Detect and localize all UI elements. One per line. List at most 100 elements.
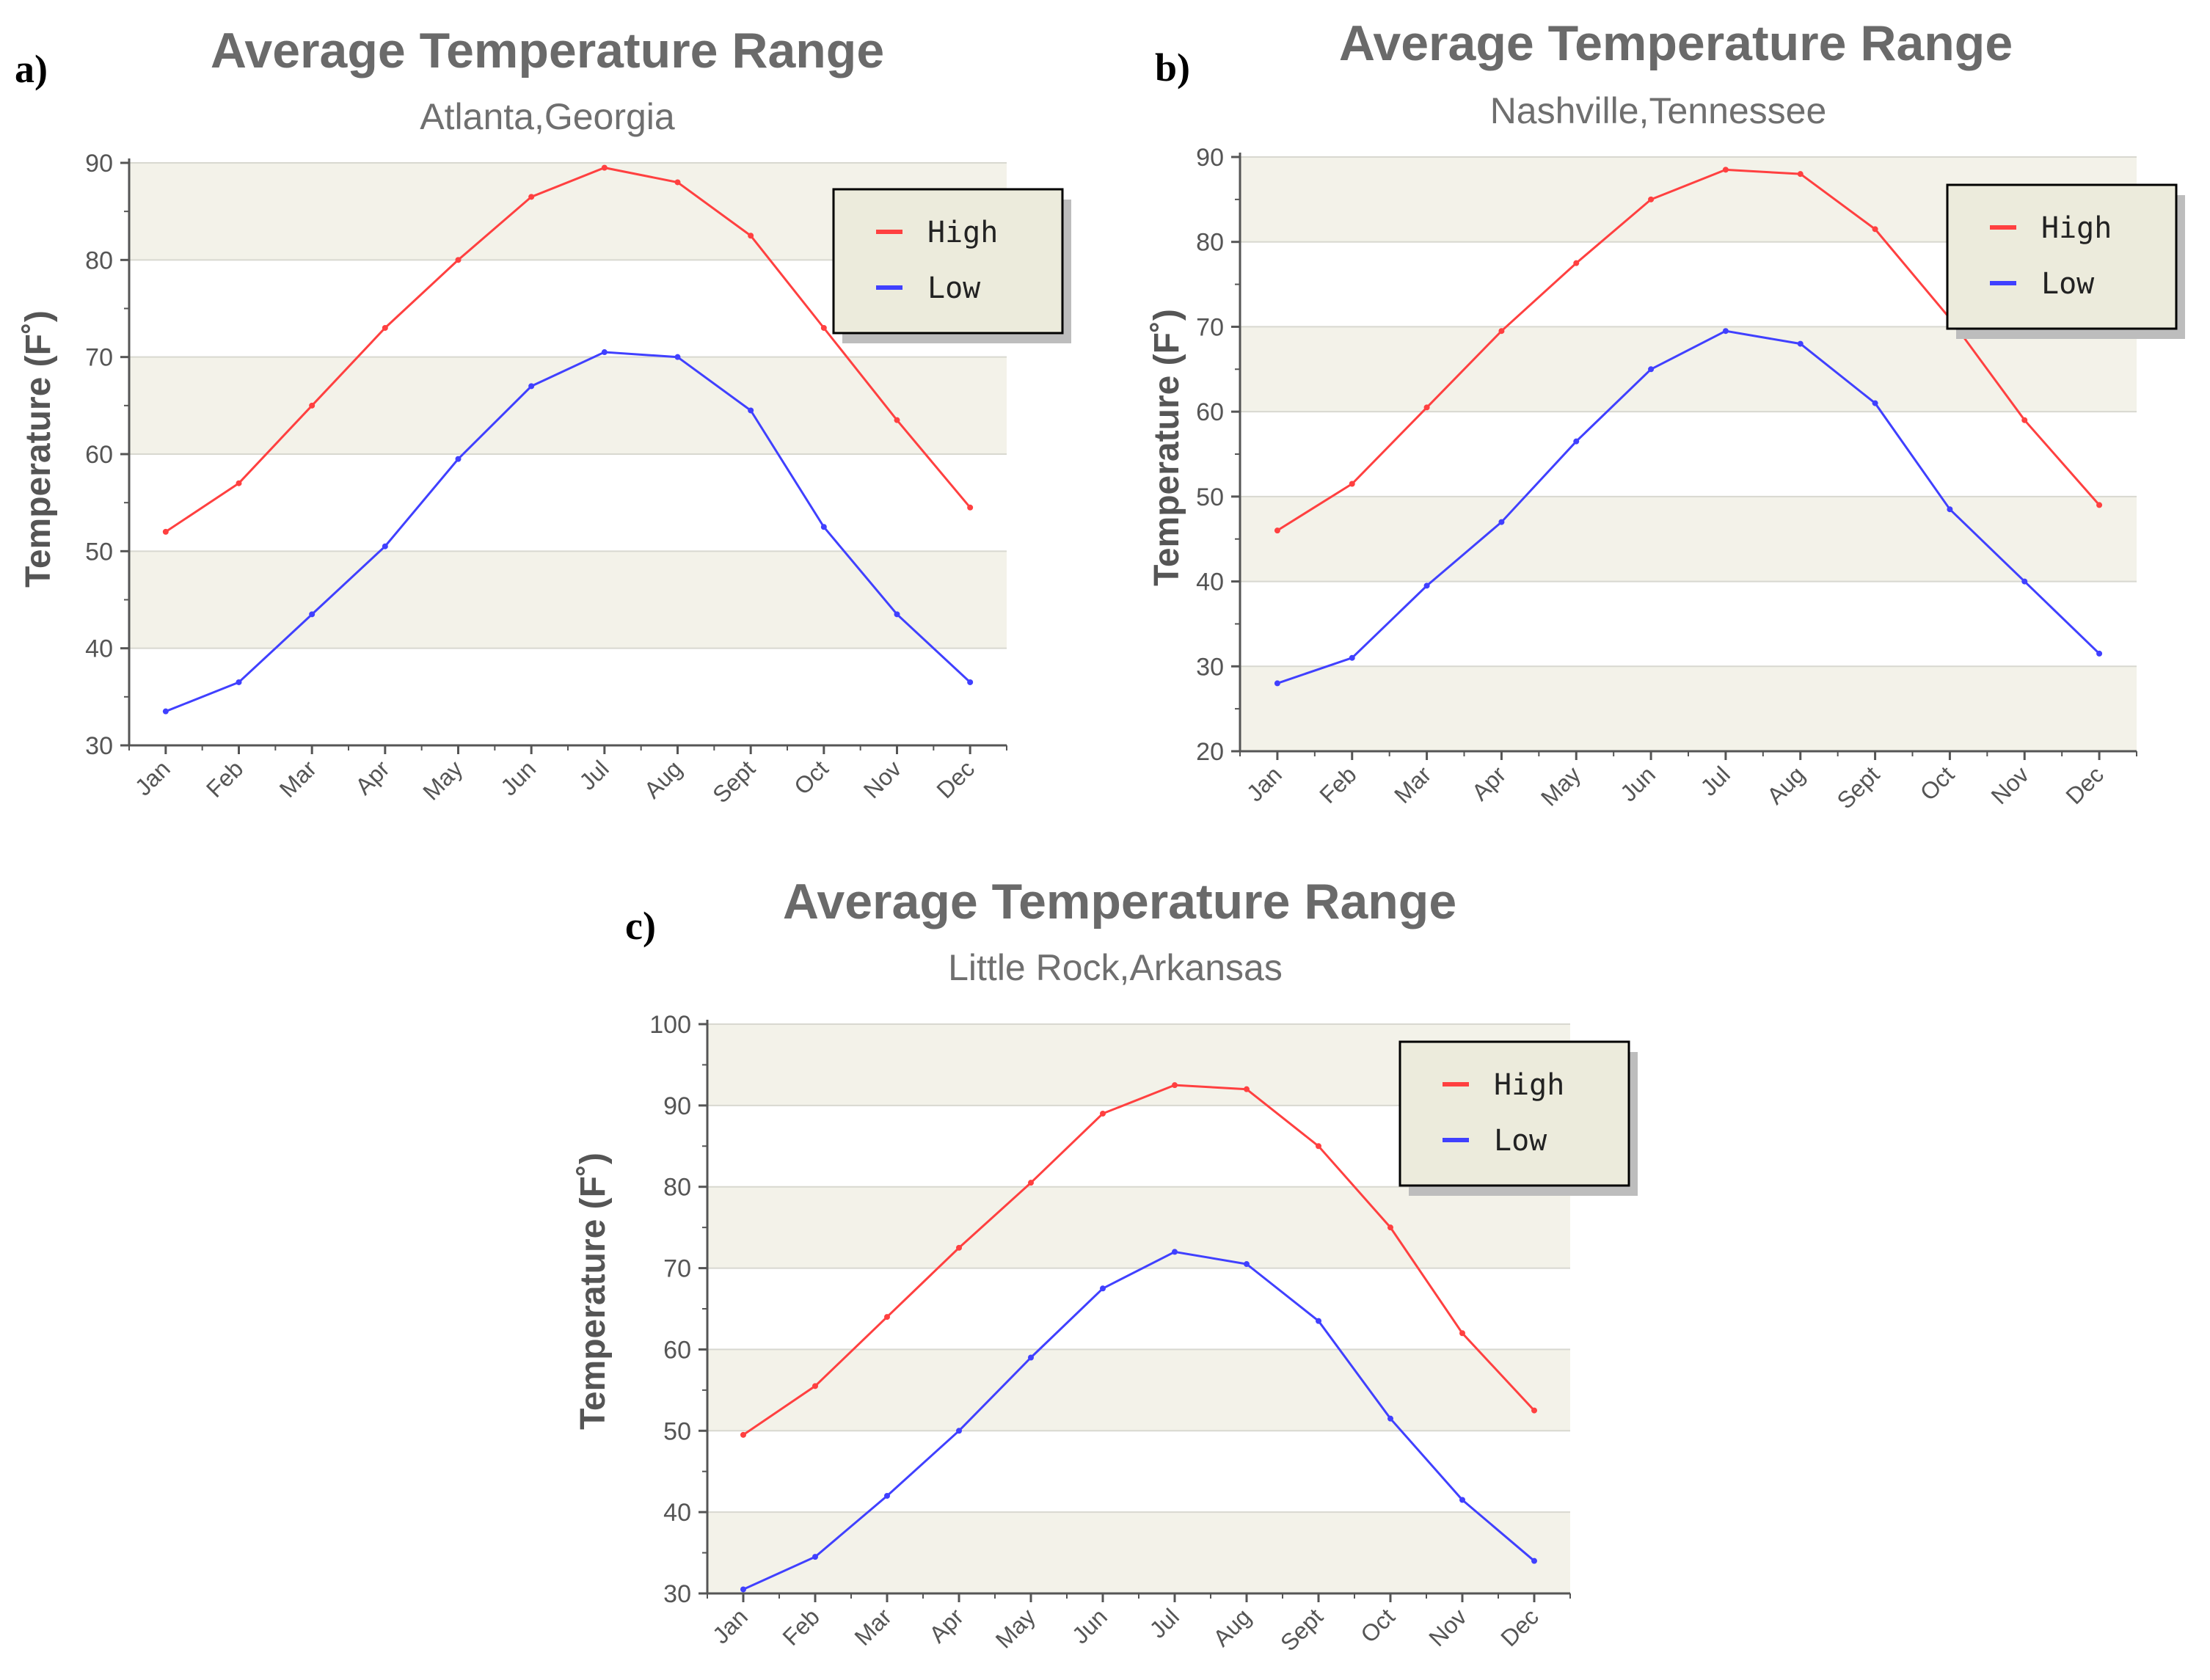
data-point-high [382, 324, 388, 331]
data-point-high [1100, 1110, 1106, 1117]
y-tick-label: 60 [663, 1336, 691, 1364]
grid-band [129, 357, 1007, 454]
x-tick-label: Jan [707, 1603, 753, 1648]
x-tick-label: Feb [201, 755, 248, 802]
data-point-low [1387, 1415, 1393, 1422]
data-point-high [528, 194, 535, 200]
data-point-high [884, 1314, 890, 1321]
data-point-high [162, 528, 169, 535]
y-tick-label: 80 [1196, 229, 1224, 257]
data-point-low [1459, 1497, 1465, 1503]
data-point-high [1349, 481, 1355, 487]
chart-nashville: b) Average Temperature Range Nashville,T… [1148, 15, 2185, 814]
x-tick-label: Apr [1467, 761, 1511, 806]
data-point-high [1498, 328, 1505, 335]
chart-title: Average Temperature Range [211, 23, 884, 78]
data-point-high [1648, 196, 1655, 202]
y-tick-label: 50 [663, 1417, 691, 1445]
data-point-high [1316, 1143, 1321, 1150]
data-point-low [1028, 1354, 1034, 1361]
x-tick-label: Jan [130, 755, 175, 800]
x-tick-label: May [991, 1603, 1040, 1653]
y-tick-label: 30 [663, 1580, 691, 1608]
x-tick-label: Oct [1355, 1603, 1400, 1648]
data-point-high [1531, 1407, 1537, 1414]
data-point-high [1573, 260, 1580, 266]
data-point-low [956, 1428, 962, 1434]
data-point-high [967, 504, 974, 511]
legend-low-label: Low [1494, 1124, 1547, 1158]
x-tick-label: Apr [350, 755, 395, 800]
grid-band [1240, 326, 2137, 412]
data-point-low [382, 543, 388, 549]
chart-subtitle: Little Rock,Arkansas [948, 947, 1283, 988]
x-tick-label: Dec [931, 755, 980, 803]
data-point-high [2021, 417, 2028, 423]
data-point-high [236, 480, 242, 486]
data-point-low [1274, 680, 1280, 687]
data-point-low [1349, 654, 1355, 661]
data-point-high [740, 1431, 746, 1438]
data-point-high [1872, 226, 1878, 233]
data-point-low [601, 349, 608, 356]
data-point-high [309, 402, 316, 409]
data-point-low [2096, 650, 2103, 657]
y-tick-label: 50 [85, 538, 113, 566]
chart-title: Average Temperature Range [783, 874, 1456, 930]
x-tick-label: Dec [1495, 1603, 1544, 1651]
chart-panel-nashville: b) Average Temperature Range Nashville,T… [1115, 0, 2209, 844]
y-tick-label: 100 [649, 1011, 691, 1039]
chart-panel-atlanta: a) Average Temperature Range Atlanta,Geo… [0, 0, 1071, 844]
panel-label: a) [15, 47, 48, 91]
data-point-low [1244, 1261, 1250, 1268]
x-tick-label: Dec [2060, 761, 2109, 809]
x-tick-label: May [1536, 761, 1586, 811]
data-point-low [2021, 578, 2028, 585]
chart-title: Average Temperature Range [1339, 15, 2013, 71]
data-point-low [820, 524, 827, 530]
data-point-high [1172, 1082, 1178, 1089]
legend-high-label: High [927, 216, 998, 249]
grid-band [707, 1349, 1570, 1431]
grid-band [1240, 496, 2137, 582]
chart-subtitle: Nashville,Tennessee [1490, 90, 1827, 131]
x-tick-label: Mar [274, 755, 322, 803]
x-tick-label: Apr [924, 1603, 969, 1648]
data-point-high [455, 257, 462, 263]
x-tick-label: Aug [1762, 761, 1810, 809]
data-point-high [1274, 527, 1280, 534]
x-tick-label: Jun [1615, 761, 1660, 806]
data-point-low [1872, 400, 1878, 406]
data-point-high [601, 164, 608, 171]
x-tick-label: May [417, 755, 467, 805]
series-line-high [743, 1084, 1536, 1436]
x-tick-label: Sept [1832, 761, 1885, 814]
data-point-low [1423, 582, 1430, 589]
y-tick-label: 70 [1196, 313, 1224, 341]
data-point-high [1797, 171, 1804, 178]
series-line-low [165, 351, 971, 713]
data-point-low [1947, 506, 1953, 513]
y-tick-label: 70 [85, 344, 113, 372]
legend-high-label: High [1494, 1068, 1564, 1102]
data-point-low [1648, 366, 1655, 373]
grid-band [1240, 666, 2137, 751]
x-tick-label: Nov [1423, 1603, 1472, 1651]
grid-band [129, 551, 1007, 649]
x-tick-label: Aug [1208, 1603, 1256, 1651]
x-tick-label: Nov [858, 755, 907, 803]
y-tick-label: 40 [85, 635, 113, 663]
data-point-high [1423, 404, 1430, 411]
x-tick-label: Feb [778, 1603, 825, 1650]
x-tick-label: Sept [707, 755, 760, 808]
data-point-low [236, 679, 242, 685]
series-line-low [743, 1250, 1535, 1590]
data-point-low [1172, 1249, 1178, 1255]
legend-high-label: High [2041, 211, 2112, 245]
data-point-high [1459, 1330, 1465, 1337]
grid-band [707, 1512, 1570, 1593]
data-point-low [812, 1554, 818, 1560]
data-point-low [1573, 438, 1580, 445]
x-tick-label: Oct [1915, 761, 1960, 806]
legend-low-label: Low [2041, 267, 2095, 301]
